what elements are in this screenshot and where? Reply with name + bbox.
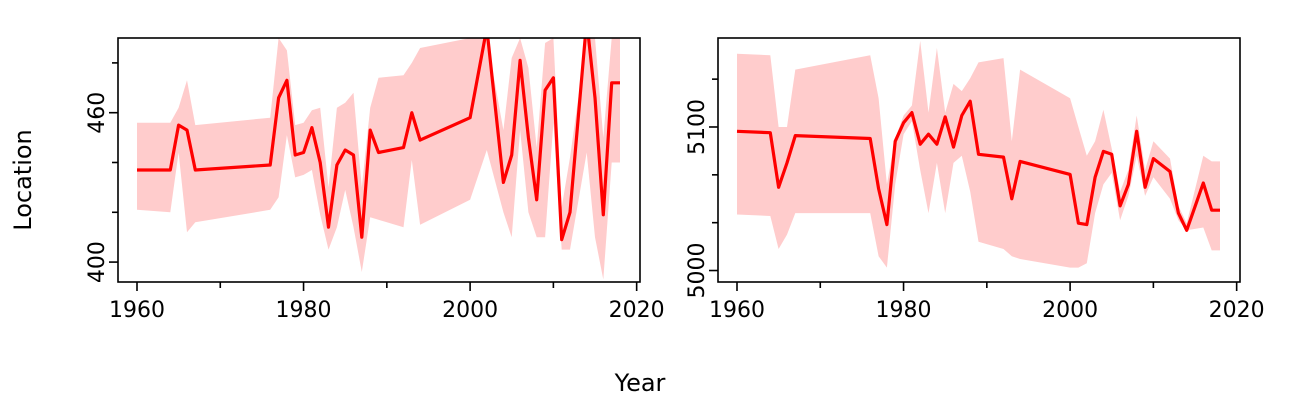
shared-xlabel: Year: [614, 369, 666, 397]
x-tick-label: 1960: [109, 298, 165, 323]
x-tick-label: 1960: [709, 298, 765, 323]
x-tick-label: 2020: [1209, 298, 1265, 323]
x-tick-label: 2000: [442, 298, 498, 323]
series-line: [736, 99, 1220, 232]
series-line: [137, 38, 620, 242]
confidence-band: [137, 38, 620, 280]
plot-frame: [717, 37, 1241, 283]
x-tick-label: 1980: [276, 298, 332, 323]
plot-frame: [117, 37, 641, 283]
x-tick-label: 2020: [609, 298, 665, 323]
y-tick-label: 460: [85, 92, 110, 134]
y-tick-label: 5100: [685, 99, 710, 155]
y-tick-label: 5000: [685, 243, 710, 299]
x-tick-label: 1980: [876, 298, 932, 323]
right-panel: 1960 1980 2000 2020 5000 5100: [685, 37, 1265, 323]
y-tick-label: 400: [85, 241, 110, 283]
x-tick-label: 2000: [1042, 298, 1098, 323]
left-panel: 1960 1980 2000 2020 400 460: [85, 37, 665, 323]
shared-ylabel: Location: [9, 129, 37, 231]
